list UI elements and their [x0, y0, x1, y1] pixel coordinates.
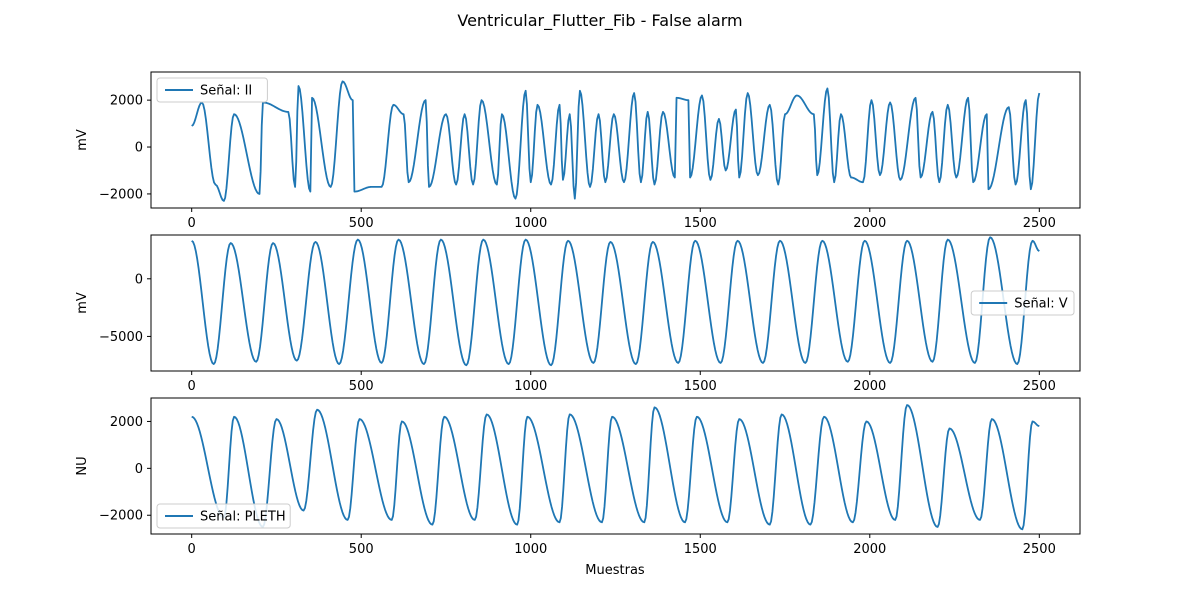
- x-tick-label: 0: [188, 542, 196, 557]
- legend-box: [156, 503, 291, 529]
- legend-label: Señal: PLETH: [200, 510, 286, 525]
- x-tick-label: 500: [349, 542, 374, 557]
- x-tick-label: 1500: [684, 542, 717, 557]
- x-axis-label: Muestras: [585, 563, 645, 578]
- x-tick-label: 2500: [1023, 216, 1056, 231]
- signal-line: [191, 404, 1040, 531]
- legend: Señal: II: [156, 77, 268, 103]
- y-tick-label: −2000: [99, 187, 143, 202]
- x-tick-label: 1000: [514, 216, 547, 231]
- legend-label: Señal: V: [1014, 297, 1068, 312]
- y-tick-label: 0: [135, 141, 143, 156]
- x-tick-label: 1500: [684, 379, 717, 394]
- y-tick-label: 2000: [110, 94, 143, 109]
- axes-frame: [150, 397, 1081, 535]
- y-tick-label: 0: [135, 462, 143, 477]
- legend-label: Señal: II: [200, 84, 252, 99]
- signal-line: [191, 236, 1040, 367]
- x-tick-label: 2000: [853, 379, 886, 394]
- y-axis-label: mV: [75, 292, 90, 314]
- x-tick-label: 2500: [1023, 379, 1056, 394]
- subplot-3: 0 500 1000 1500 2000 2500 −2000 0 2000 NU Señal: P…: [75, 397, 1081, 557]
- chart-title: Ventricular_Flutter_Fib - False alarm: [457, 11, 742, 31]
- subplot-2: 0 500 1000 1500 2000 2500 −5000 0 mV Señal: V: [75, 234, 1081, 394]
- x-tick-label: 500: [349, 216, 374, 231]
- signal-line: [191, 80, 1041, 202]
- x-tick-label: 2000: [853, 542, 886, 557]
- legend-box: [156, 77, 268, 103]
- x-tick-label: 0: [188, 379, 196, 394]
- x-tick-label: 500: [349, 379, 374, 394]
- y-tick-label: −5000: [99, 330, 143, 345]
- y-axis-label: NU: [75, 456, 90, 475]
- y-tick-label: 2000: [110, 415, 143, 430]
- axes-frame: [150, 71, 1081, 209]
- x-tick-label: 0: [188, 216, 196, 231]
- y-tick-label: 0: [135, 272, 143, 287]
- x-tick-label: 1500: [684, 216, 717, 231]
- y-tick-label: −2000: [99, 509, 143, 524]
- axes-frame: [150, 234, 1081, 372]
- legend-box: [970, 290, 1075, 316]
- legend: Señal: PLETH: [156, 503, 291, 529]
- x-tick-label: 2500: [1023, 542, 1056, 557]
- x-tick-label: 1000: [514, 379, 547, 394]
- legend: Señal: V: [970, 290, 1075, 316]
- x-tick-label: 2000: [853, 216, 886, 231]
- x-tick-label: 1000: [514, 542, 547, 557]
- y-axis-label: mV: [75, 129, 90, 151]
- subplot-1: 0 500 1000 1500 2000 2500 −2000 0 2000 mV Señal: I…: [75, 71, 1081, 231]
